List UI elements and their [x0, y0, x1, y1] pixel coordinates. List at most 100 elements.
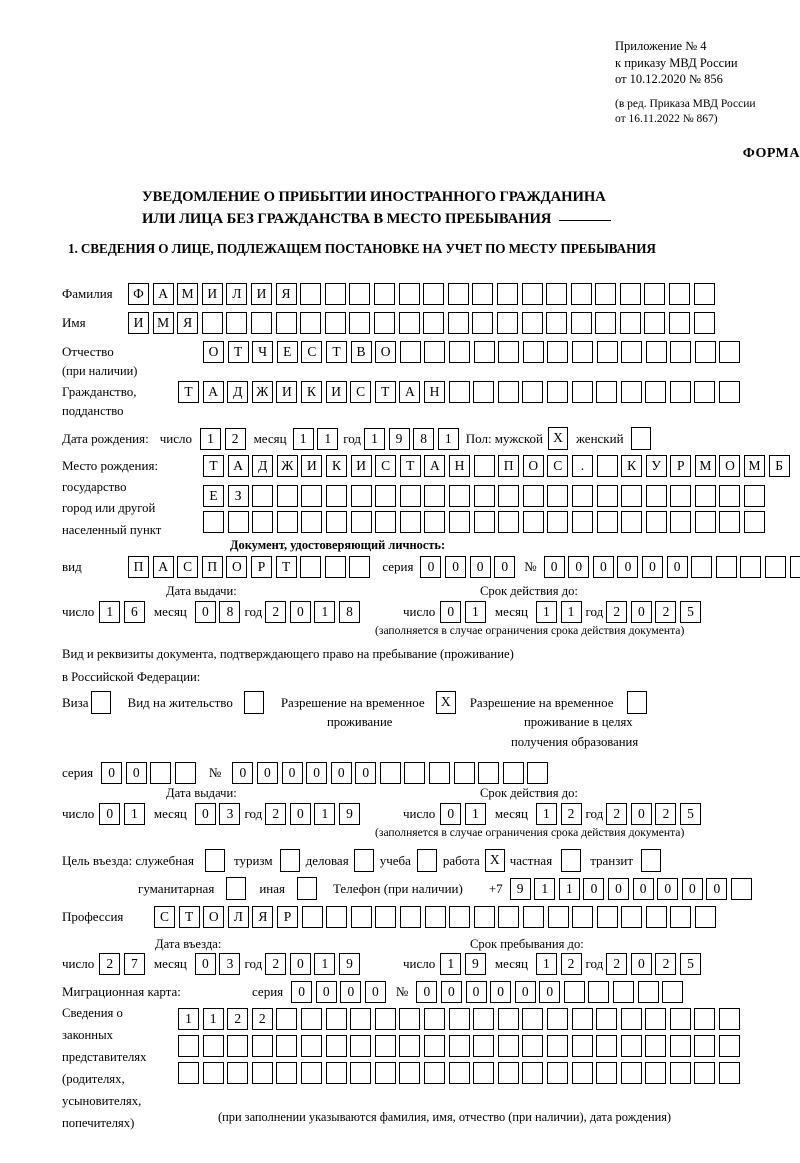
char-box[interactable]: И — [325, 381, 347, 403]
char-box[interactable] — [596, 1008, 618, 1030]
char-box[interactable] — [521, 312, 543, 334]
char-box[interactable] — [694, 1062, 716, 1084]
char-box[interactable] — [695, 906, 717, 928]
char-box[interactable]: С — [350, 381, 372, 403]
char-box[interactable] — [324, 556, 346, 578]
purpose-transit-checkbox[interactable] — [641, 849, 662, 872]
purpose-other-checkbox[interactable] — [296, 877, 317, 900]
char-box[interactable]: 1 — [314, 953, 336, 975]
visa-checkbox[interactable] — [90, 691, 111, 714]
char-box[interactable] — [670, 341, 692, 363]
char-box[interactable]: 8 — [339, 601, 361, 623]
char-box[interactable]: 0 — [315, 981, 337, 1003]
char-box[interactable]: С — [547, 455, 569, 477]
char-box[interactable] — [424, 511, 446, 533]
char-box[interactable] — [497, 1062, 519, 1084]
char-box[interactable]: Т — [275, 556, 297, 578]
char-box[interactable]: В — [350, 341, 372, 363]
char-box[interactable]: 0 — [194, 953, 216, 975]
char-box[interactable] — [300, 556, 322, 578]
char-box[interactable] — [448, 1062, 470, 1084]
char-box[interactable]: Р — [250, 556, 272, 578]
char-box[interactable] — [595, 283, 617, 305]
char-box[interactable] — [178, 1035, 199, 1057]
char-box[interactable] — [546, 1008, 568, 1030]
char-box[interactable] — [349, 283, 371, 305]
birth-place-boxes-3[interactable] — [203, 511, 766, 533]
char-box[interactable] — [645, 511, 667, 533]
char-box[interactable] — [645, 485, 667, 507]
char-box[interactable] — [571, 381, 593, 403]
char-box[interactable] — [694, 1035, 716, 1057]
char-box[interactable]: 2 — [606, 601, 628, 623]
char-box[interactable]: 0 — [630, 803, 652, 825]
char-box[interactable] — [621, 906, 643, 928]
char-box[interactable]: Р — [670, 455, 692, 477]
char-box[interactable] — [276, 485, 298, 507]
char-box[interactable] — [498, 511, 520, 533]
char-box[interactable] — [546, 1035, 568, 1057]
char-box[interactable] — [596, 381, 618, 403]
char-box[interactable]: Н — [448, 455, 470, 477]
legal-rep-boxes-2[interactable] — [178, 1035, 741, 1057]
char-box[interactable] — [473, 1062, 495, 1084]
char-box[interactable] — [473, 341, 495, 363]
char-box[interactable] — [429, 762, 451, 784]
char-box[interactable]: П — [201, 556, 223, 578]
char-box[interactable] — [694, 341, 716, 363]
char-box[interactable] — [596, 1035, 618, 1057]
char-box[interactable] — [301, 906, 323, 928]
sex-male-checkbox[interactable]: X — [548, 427, 568, 450]
char-box[interactable]: О — [203, 906, 225, 928]
char-box[interactable] — [596, 906, 618, 928]
char-box[interactable]: 1 — [464, 601, 486, 623]
char-box[interactable] — [325, 1008, 347, 1030]
char-box[interactable] — [719, 1008, 741, 1030]
char-box[interactable]: А — [202, 381, 224, 403]
char-box[interactable]: 1 — [558, 877, 580, 900]
char-box[interactable] — [669, 1062, 691, 1084]
char-box[interactable] — [252, 511, 274, 533]
char-box[interactable]: Д — [227, 381, 249, 403]
char-box[interactable]: Т — [325, 341, 347, 363]
purpose-humanitarian-checkbox[interactable] — [226, 877, 247, 900]
char-box[interactable] — [570, 312, 592, 334]
char-box[interactable] — [571, 485, 593, 507]
char-box[interactable]: 0 — [592, 556, 614, 578]
char-box[interactable] — [448, 485, 470, 507]
char-box[interactable] — [448, 381, 470, 403]
char-box[interactable]: Я — [177, 312, 199, 334]
char-box[interactable]: Ж — [251, 381, 273, 403]
char-box[interactable] — [740, 556, 762, 578]
char-box[interactable] — [375, 485, 397, 507]
char-box[interactable]: О — [226, 556, 248, 578]
char-box[interactable] — [227, 1062, 249, 1084]
char-box[interactable]: К — [325, 455, 347, 477]
char-box[interactable] — [203, 511, 224, 533]
char-box[interactable] — [300, 283, 322, 305]
char-box[interactable]: 2 — [265, 601, 287, 623]
char-box[interactable] — [201, 312, 223, 334]
char-box[interactable] — [497, 1008, 519, 1030]
char-box[interactable]: 0 — [125, 762, 147, 784]
char-box[interactable] — [374, 1035, 396, 1057]
char-box[interactable] — [719, 511, 741, 533]
char-box[interactable] — [789, 556, 800, 578]
char-box[interactable] — [644, 283, 666, 305]
temp-edu-checkbox[interactable] — [626, 691, 647, 714]
char-box[interactable]: Р — [276, 906, 298, 928]
purpose-work-checkbox[interactable]: X — [484, 849, 505, 872]
char-box[interactable] — [326, 906, 348, 928]
char-box[interactable]: 0 — [608, 877, 630, 900]
